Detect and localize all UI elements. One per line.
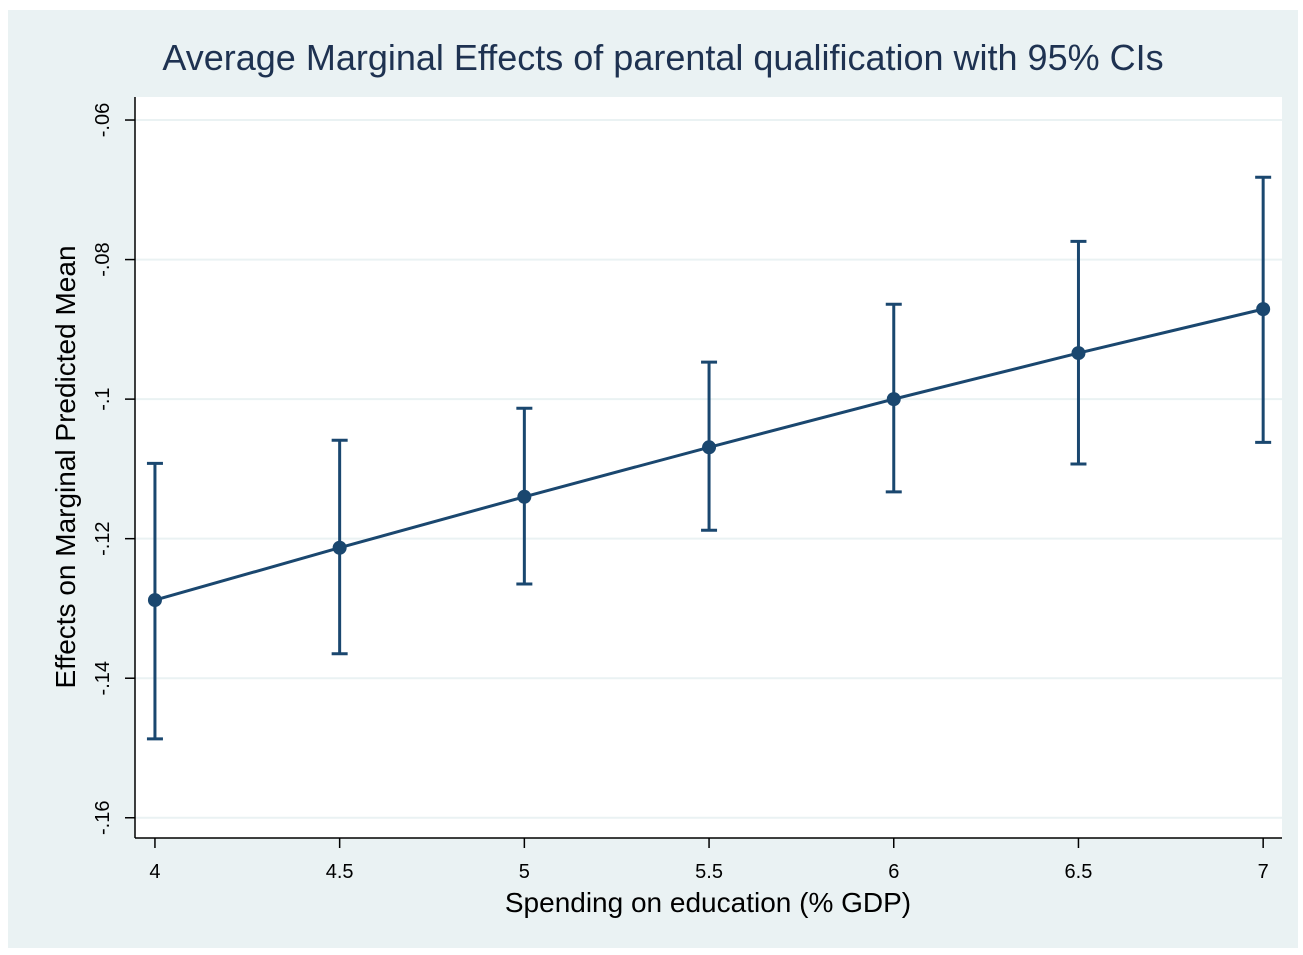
y-axis-label: Effects on Marginal Predicted Mean xyxy=(50,245,81,688)
y-tick-label: -.14 xyxy=(92,661,114,695)
x-tick-label: 6 xyxy=(888,861,899,883)
point xyxy=(147,593,162,608)
x-tick-label: 6.5 xyxy=(1065,861,1093,883)
point xyxy=(1256,302,1271,317)
x-tick-label: 5.5 xyxy=(695,861,723,883)
point xyxy=(702,440,717,455)
x-tick-label: 4 xyxy=(149,861,160,883)
x-axis-label: Spending on education (% GDP) xyxy=(505,887,911,918)
y-tick-label: -.08 xyxy=(92,242,114,276)
x-tick-label: 5 xyxy=(519,861,530,883)
y-tick-label: -.16 xyxy=(92,801,114,835)
chart-title: Average Marginal Effects of parental qua… xyxy=(162,37,1163,78)
point xyxy=(332,540,347,555)
y-tick-label: -.1 xyxy=(92,387,114,410)
y-tick-label: -.12 xyxy=(92,521,114,555)
x-tick-label: 7 xyxy=(1258,861,1269,883)
x-tick-label: 4.5 xyxy=(326,861,354,883)
point xyxy=(1071,346,1086,361)
point xyxy=(886,392,901,407)
point xyxy=(517,489,532,504)
y-tick-label: -.06 xyxy=(92,103,114,137)
